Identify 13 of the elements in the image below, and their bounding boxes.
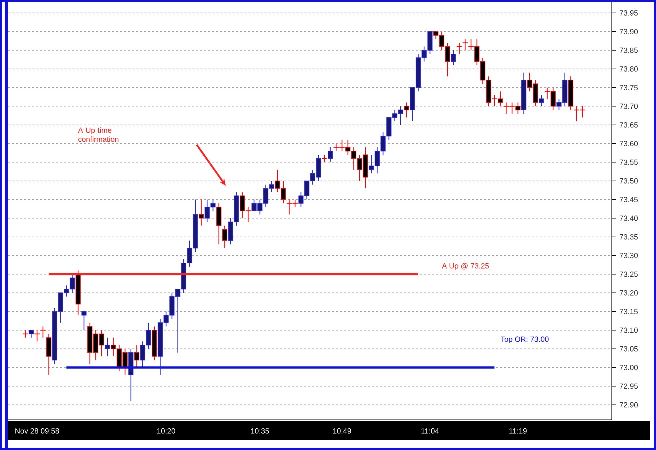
candlestick bbox=[82, 311, 87, 331]
candlestick bbox=[462, 38, 468, 51]
candlestick bbox=[134, 344, 140, 368]
candlestick bbox=[105, 337, 110, 357]
candlestick bbox=[404, 102, 410, 118]
candlestick bbox=[539, 94, 544, 107]
candlestick bbox=[46, 334, 52, 376]
candlestick bbox=[198, 199, 204, 226]
candlestick bbox=[328, 147, 334, 163]
candlestick bbox=[216, 203, 222, 245]
candlestick bbox=[222, 226, 228, 249]
candlestick bbox=[40, 326, 46, 338]
candlestick bbox=[451, 50, 456, 66]
